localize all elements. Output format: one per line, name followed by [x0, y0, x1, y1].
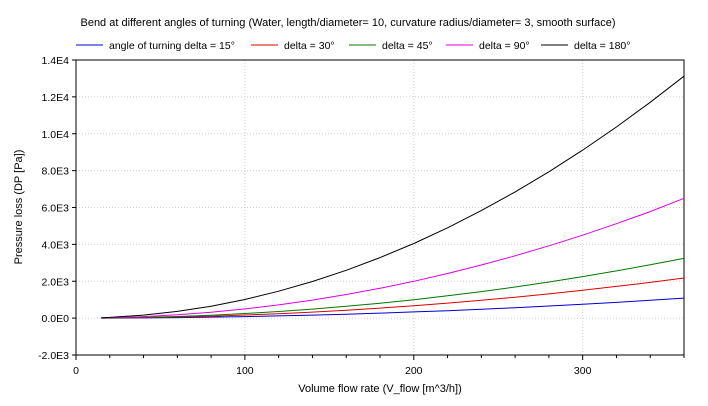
- series-line-1: [101, 297, 685, 319]
- y-tick-label: 1.0E4: [42, 129, 70, 141]
- legend-label: delta = 45°: [382, 40, 433, 52]
- series-line-4: [101, 197, 685, 319]
- y-tick-label: 6.0E3: [42, 203, 70, 215]
- series-line-3: [101, 257, 685, 319]
- legend-label: angle of turning delta = 15°: [109, 40, 235, 52]
- series-line-5: [101, 75, 685, 319]
- y-tick-label: 1.4E4: [42, 55, 70, 67]
- y-tick-label: -2.0E3: [38, 350, 69, 362]
- chart-title: Bend at different angles of turning (Wat…: [80, 17, 615, 29]
- legend-label: delta = 180°: [574, 40, 630, 52]
- legend-label: delta = 30°: [284, 40, 335, 52]
- y-tick-label: 8.0E3: [42, 166, 70, 178]
- axis-ticks: -2.0E3 0.0E0 2.0E3 4.0E3 6.0E3 8.0E3 1.0E4 1.2E…: [38, 55, 685, 377]
- x-axis-label: Volume flow rate (V_flow [m^3/h]): [298, 383, 462, 395]
- y-tick-label: 0.0E0: [42, 313, 70, 325]
- y-axis-label: Pressure loss (DP [Pa]): [13, 150, 25, 265]
- grid: [76, 59, 684, 356]
- y-tick-label: 2.0E3: [42, 276, 70, 288]
- y-tick-label: 1.2E4: [42, 92, 70, 104]
- x-tick-label: 200: [405, 365, 423, 377]
- legend-label: delta = 90°: [479, 40, 530, 52]
- y-tick-label: 4.0E3: [42, 239, 70, 251]
- series-layer: [101, 75, 685, 319]
- series-line-2: [101, 277, 685, 319]
- x-tick-label: 100: [236, 365, 254, 377]
- legend: angle of turning delta = 15° delta = 30° d…: [76, 40, 630, 52]
- x-tick-label: 300: [574, 365, 592, 377]
- x-tick-label: 0: [73, 365, 79, 377]
